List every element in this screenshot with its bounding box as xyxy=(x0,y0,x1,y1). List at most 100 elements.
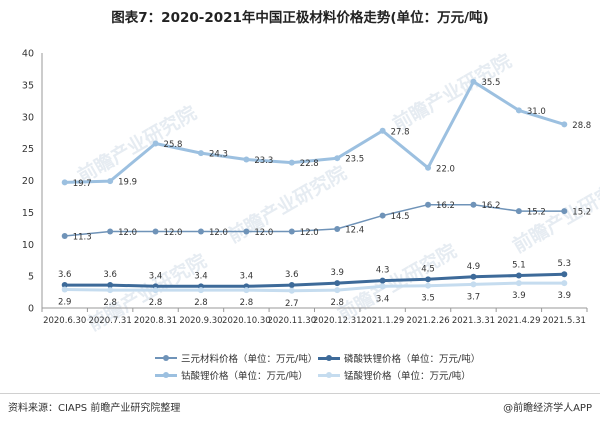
data-point xyxy=(197,228,204,235)
x-tick-label: 2020.9.30 xyxy=(179,316,222,326)
data-label: 12.0 xyxy=(300,228,319,238)
data-label: 5.1 xyxy=(512,260,526,270)
data-label: 3.9 xyxy=(330,268,344,278)
data-point xyxy=(243,156,250,163)
data-point xyxy=(334,155,341,162)
series-line xyxy=(64,80,565,184)
series-line xyxy=(64,272,565,288)
series-line xyxy=(64,203,565,237)
data-label: 16.2 xyxy=(436,201,455,211)
data-label: 15.2 xyxy=(572,208,591,218)
brand-credit: @前瞻经济学人APP xyxy=(503,403,592,414)
data-label: 2.8 xyxy=(149,298,163,308)
data-label: 23.3 xyxy=(254,156,273,166)
data-label: 19.7 xyxy=(73,179,92,189)
y-tick-label: 35 xyxy=(22,80,34,91)
data-point xyxy=(107,228,114,235)
data-label: 3.4 xyxy=(376,294,390,304)
data-point xyxy=(152,287,159,294)
data-label: 12.0 xyxy=(254,228,273,238)
data-point xyxy=(379,283,386,290)
data-point xyxy=(379,212,386,219)
data-point xyxy=(425,201,432,208)
y-tick-label: 40 xyxy=(22,49,34,60)
legend-label: 三元材料价格（单位：万元/吨） xyxy=(181,354,318,365)
data-label: 3.5 xyxy=(421,294,435,304)
y-tick-label: 30 xyxy=(22,112,34,123)
data-point xyxy=(107,287,114,294)
data-label: 25.8 xyxy=(164,140,183,150)
data-point xyxy=(107,178,114,185)
data-label: 19.9 xyxy=(118,178,137,188)
data-label: 14.5 xyxy=(391,212,410,222)
data-label: 15.2 xyxy=(527,208,546,218)
data-label: 4.3 xyxy=(376,266,390,276)
data-label: 4.9 xyxy=(467,262,481,272)
data-label: 12.0 xyxy=(118,228,137,238)
data-point xyxy=(61,232,68,239)
data-point xyxy=(107,282,114,289)
data-point xyxy=(61,286,68,293)
x-tick-label: 2020.12.31 xyxy=(313,316,362,326)
data-point xyxy=(243,287,250,294)
data-point xyxy=(515,107,522,114)
legend-item-lfp: 磷酸铁锂价格（单位：万元/吨） xyxy=(318,351,480,365)
x-tick-label: 2020.7.31 xyxy=(88,316,131,326)
data-point xyxy=(425,164,432,171)
data-label: 27.8 xyxy=(391,127,410,137)
data-point xyxy=(425,276,432,283)
data-point xyxy=(152,140,159,147)
data-label: 3.6 xyxy=(285,270,299,280)
data-label: 16.2 xyxy=(481,201,500,211)
data-point xyxy=(515,272,522,279)
data-label: 2.7 xyxy=(285,299,299,309)
y-tick-label: 10 xyxy=(22,240,34,251)
data-label: 2.9 xyxy=(58,298,72,308)
x-tick-label: 2021.3.31 xyxy=(452,316,495,326)
x-tick-label: 2021.2.26 xyxy=(406,316,449,326)
data-label: 22.0 xyxy=(436,164,455,174)
data-point xyxy=(61,179,68,186)
legend-item-lmo: 锰酸锂价格（单位：万元/吨） xyxy=(318,368,471,382)
data-point xyxy=(334,280,341,287)
x-tick-label: 2021.5.31 xyxy=(543,316,586,326)
data-label: 2.8 xyxy=(103,298,117,308)
legend-label: 钴酸锂价格（单位：万元/吨） xyxy=(181,371,308,382)
data-point xyxy=(470,273,477,280)
data-point xyxy=(425,282,432,289)
x-tick-label: 2020.10.30 xyxy=(222,316,271,326)
data-point xyxy=(470,201,477,208)
data-point xyxy=(470,281,477,288)
data-point xyxy=(379,127,386,134)
legend-item-lco: 钴酸锂价格（单位：万元/吨） xyxy=(155,368,308,382)
source-note: 资料来源：CIAPS 前瞻产业研究院整理 xyxy=(8,403,181,414)
data-label: 3.4 xyxy=(194,271,208,281)
data-point xyxy=(561,208,568,215)
data-label: 12.0 xyxy=(164,228,183,238)
data-point xyxy=(288,228,295,235)
data-point xyxy=(561,280,568,287)
data-point xyxy=(243,228,250,235)
data-label: 24.3 xyxy=(209,150,228,160)
data-label: 3.6 xyxy=(103,270,117,280)
x-tick-label: 2020.11.30 xyxy=(267,316,316,326)
y-tick-label: 0 xyxy=(28,304,34,315)
data-label: 3.4 xyxy=(240,271,254,281)
data-point xyxy=(197,287,204,294)
data-label: 2.8 xyxy=(194,298,208,308)
x-tick-label: 2021.4.29 xyxy=(497,316,540,326)
data-label: 3.9 xyxy=(558,291,572,301)
data-label: 31.0 xyxy=(527,107,546,117)
data-label: 12.4 xyxy=(345,225,364,235)
legend-label: 锰酸锂价格（单位：万元/吨） xyxy=(344,371,471,382)
data-label: 35.5 xyxy=(481,78,500,88)
data-point xyxy=(561,121,568,128)
data-point xyxy=(334,287,341,294)
data-point xyxy=(515,208,522,215)
data-label: 28.8 xyxy=(572,121,591,131)
chart-title: 图表7：2020-2021年中国正极材料价格走势(单位：万元/吨) xyxy=(111,10,489,26)
data-label: 2.8 xyxy=(240,298,254,308)
data-point xyxy=(152,228,159,235)
data-label: 22.8 xyxy=(300,159,319,169)
data-point xyxy=(334,225,341,232)
